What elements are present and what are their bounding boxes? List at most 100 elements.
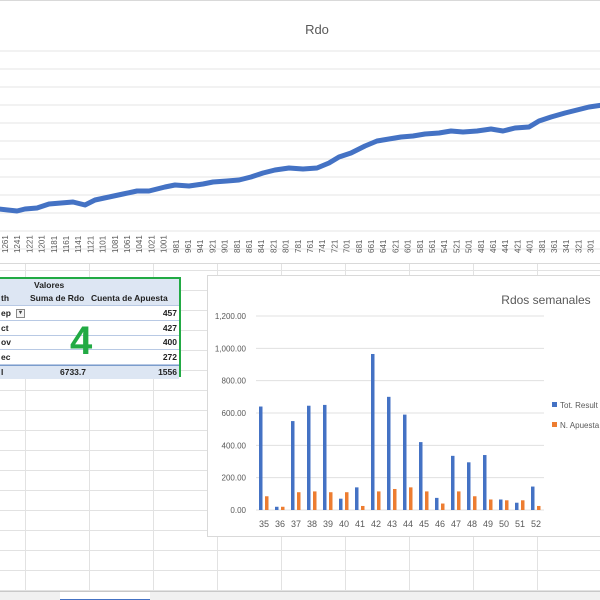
rdo-x-tick-label: 1101	[99, 235, 108, 253]
pivot-row: ct 427	[0, 322, 179, 336]
pivot-row-count: 427	[162, 322, 177, 333]
rdo-series-line	[0, 102, 600, 214]
sheet-tab[interactable]	[60, 592, 150, 600]
rdo-x-tick-label: 1081	[111, 235, 120, 253]
rdos-bar-tot-result	[323, 404, 327, 510]
rdos-bar-n-apuesta	[505, 500, 509, 510]
rdos-bars	[259, 353, 541, 510]
rdos-semanales-chart[interactable]: Rdos semanales 0.00 200.00 400.00 600.00 800…	[207, 275, 600, 537]
rdo-x-tick-label: 321	[574, 239, 583, 253]
rdos-bar-tot-result	[387, 396, 391, 510]
rdos-y-tick-label: 1,200.00	[215, 312, 247, 321]
rdos-bar-n-apuesta	[265, 496, 269, 510]
legend-label: N. Apuesta	[560, 421, 600, 430]
pivot-total-row: l 6733.7 1556	[0, 365, 179, 379]
rdo-x-tick-label: 681	[355, 239, 364, 253]
rdo-x-tick-label: 1121	[86, 235, 95, 253]
rdos-y-tick-label: 400.00	[222, 441, 247, 450]
rdo-x-tick-label: 381	[538, 239, 547, 253]
filter-dropdown-icon[interactable]: ▾	[16, 309, 25, 318]
rdo-x-tick-label: 661	[367, 239, 376, 253]
rdos-bar-n-apuesta	[409, 487, 413, 510]
rdos-x-tick-label: 43	[387, 519, 397, 529]
rdos-bar-tot-result	[371, 353, 375, 510]
rdos-y-axis-labels: 0.00 200.00 400.00 600.00 800.00 1,000.00 1,20…	[215, 312, 247, 515]
rdos-bar-n-apuesta	[345, 492, 349, 510]
rdo-x-tick-label: 1001	[160, 235, 169, 253]
pivot-row-label: ec	[1, 351, 11, 362]
rdo-x-tick-label: 1181	[50, 235, 59, 253]
rdo-chart-gridlines	[0, 50, 600, 250]
rdo-x-tick-label: 1201	[38, 235, 47, 253]
rdos-y-tick-label: 0.00	[230, 506, 246, 515]
rdo-x-tick-label: 621	[391, 239, 400, 253]
rdo-x-tick-label: 1161	[62, 235, 71, 253]
pivot-row: ov 400	[0, 336, 179, 350]
rdo-x-tick-label: 861	[245, 239, 254, 253]
rdos-bar-n-apuesta	[313, 491, 317, 510]
rdos-x-tick-label: 51	[515, 519, 525, 529]
rdos-x-tick-label: 50	[499, 519, 509, 529]
rdo-x-tick-label: 541	[440, 239, 449, 253]
rdo-x-tick-label: 961	[184, 239, 193, 253]
rdos-bar-tot-result	[483, 455, 487, 510]
pivot-row: ec 272	[0, 351, 179, 365]
rdos-x-tick-label: 40	[339, 519, 349, 529]
rdos-bar-n-apuesta	[473, 496, 477, 510]
rdos-bar-tot-result	[467, 462, 471, 510]
rdo-x-tick-label: 561	[428, 239, 437, 253]
pivot-total-label: l	[1, 367, 4, 377]
rdo-x-tick-label: 1241	[13, 235, 22, 253]
rdos-bar-n-apuesta	[297, 492, 301, 510]
rdo-x-tick-label: 581	[416, 239, 425, 253]
rdo-x-tick-label: 1021	[147, 235, 156, 253]
pivot-row-label: ov	[1, 337, 11, 347]
rdo-x-tick-label: 841	[257, 239, 266, 253]
pivot-row-count: 457	[162, 308, 177, 318]
rdos-bar-tot-result	[515, 502, 519, 510]
rdos-bar-tot-result	[451, 455, 455, 510]
rdos-y-tick-label: 1,000.00	[215, 344, 247, 353]
rdo-x-tick-label: 701	[343, 239, 352, 253]
rdo-chart-svg: Rdo 1261 1241 1221 1201 1181 1161 1141 1121 1101…	[0, 22, 600, 253]
rdo-x-tick-label: 721	[330, 239, 339, 253]
rdo-x-tick-label: 741	[318, 239, 327, 253]
rdo-x-tick-label: 461	[489, 239, 498, 253]
rdos-x-tick-label: 38	[307, 519, 317, 529]
rdo-x-tick-label: 521	[452, 239, 461, 253]
rdo-x-tick-label: 1041	[135, 235, 144, 253]
rdos-bar-tot-result	[275, 506, 279, 510]
legend-swatch	[552, 402, 557, 407]
pivot-row: ep 457	[0, 307, 179, 321]
pivot-total-sum: 6733.7	[60, 367, 86, 377]
rdos-y-tick-label: 200.00	[222, 474, 247, 483]
rdos-bar-n-apuesta	[425, 491, 429, 510]
pivot-header-row: th ▾ Suma de Rdo Cuenta de Apuesta	[0, 292, 179, 318]
rdos-x-tick-label: 45	[419, 519, 429, 529]
rdos-legend: Tot. Result N. Apuesta	[552, 401, 600, 430]
rdo-x-tick-label: 781	[294, 239, 303, 253]
rdos-bar-tot-result	[291, 421, 295, 510]
rdo-line-chart[interactable]: Rdo 1261 1241 1221 1201 1181 1161 1141 1121 1101…	[0, 0, 600, 264]
rdos-x-tick-label: 42	[371, 519, 381, 529]
rdos-bar-n-apuesta	[281, 506, 285, 510]
rdos-bar-n-apuesta	[521, 500, 525, 510]
pivot-row-label: ep	[1, 308, 11, 318]
rdos-bar-tot-result	[339, 498, 343, 510]
rdos-y-tick-label: 600.00	[222, 409, 247, 418]
legend-label: Tot. Result	[560, 401, 599, 410]
rdos-bar-tot-result	[419, 442, 423, 510]
rdo-x-tick-label: 921	[208, 239, 217, 253]
rdos-x-tick-label: 36	[275, 519, 285, 529]
pivot-header-month: th	[1, 293, 10, 303]
rdos-x-tick-label: 35	[259, 519, 269, 529]
sheet-tab-bar[interactable]	[0, 591, 600, 600]
rdo-x-tick-label: 641	[379, 239, 388, 253]
rdos-x-tick-label: 44	[403, 519, 413, 529]
pivot-table[interactable]: Valores th ▾ Suma de Rdo Cuenta de Apues…	[0, 277, 181, 379]
rdo-x-tick-label: 341	[562, 239, 571, 253]
rdo-x-tick-label: 601	[404, 239, 413, 253]
rdo-x-tick-label: 481	[477, 239, 486, 253]
rdo-x-tick-label: 941	[196, 239, 205, 253]
rdo-x-tick-label: 1061	[123, 235, 132, 253]
